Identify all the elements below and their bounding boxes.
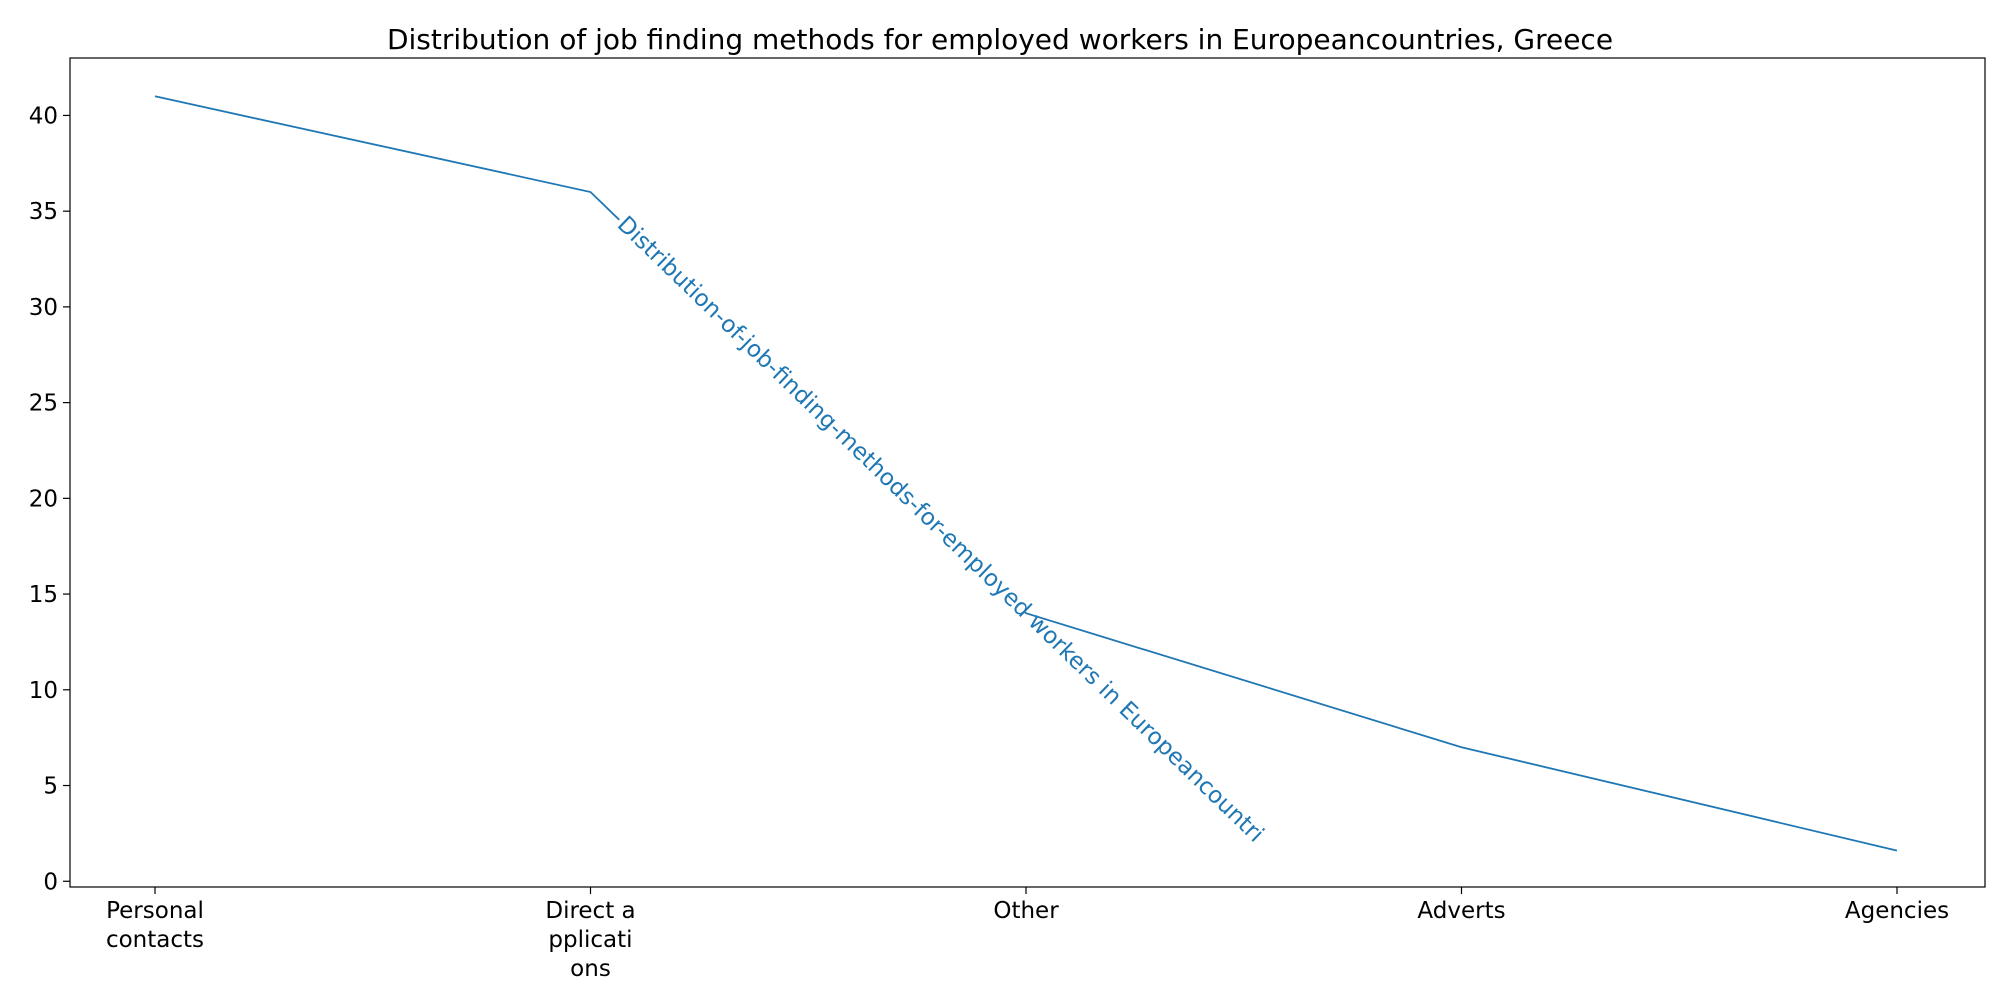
y-tick-label: 25 [29, 391, 58, 417]
x-tick-label: Direct a pplicati ons [545, 898, 635, 982]
y-tick-label: 40 [29, 103, 58, 129]
y-tick-label: 5 [43, 774, 58, 800]
series-inline-label: Distribution-of-job-finding-methods-for-… [612, 212, 1269, 848]
x-tick-label: Personal contacts [106, 898, 204, 953]
x-tick-label: Agencies [1845, 898, 1949, 924]
y-tick-label: 35 [29, 199, 58, 225]
axes-frame [69, 57, 1986, 888]
y-tick-label: 15 [29, 582, 58, 608]
y-tick-label: 20 [29, 486, 58, 512]
y-tick-label: 30 [29, 295, 58, 321]
y-tick-label: 0 [43, 869, 58, 895]
series-line-segment [154, 95, 620, 221]
x-tick-label: Adverts [1417, 898, 1505, 924]
y-tick-label: 10 [29, 678, 58, 704]
x-tick-label: Other [993, 898, 1059, 924]
plot-area: 0 5 10 15 20 25 30 35 40 Personal contacts Direct a… [29, 57, 1986, 982]
series-line-segment [1023, 611, 1898, 852]
chart-title: Distribution of job finding methods for … [387, 23, 1613, 56]
